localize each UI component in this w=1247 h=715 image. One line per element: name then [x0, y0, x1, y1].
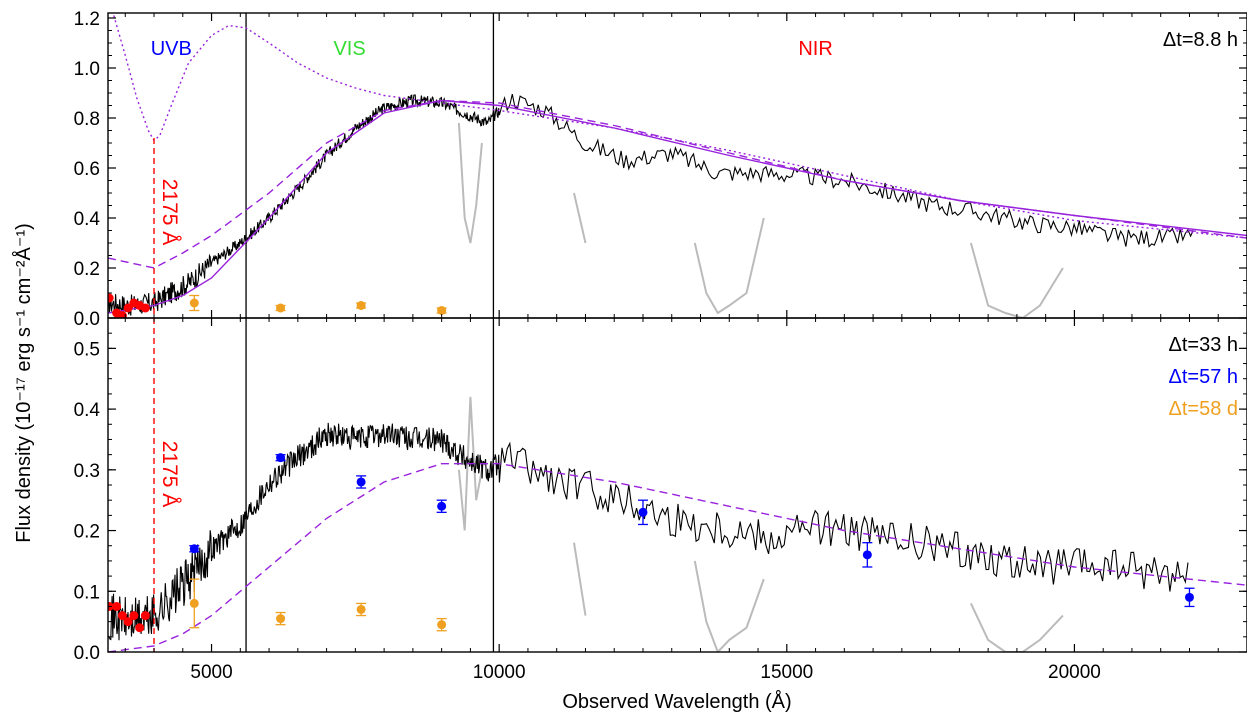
y-tick-label: 0.4 [74, 400, 101, 421]
uvb_points-point [140, 303, 150, 313]
top-panel: 2175 Å 0.0 0.2 0.4 0.6 0.8 1.0 1.2 UVB VIS NIR Δt=8… [74, 9, 1247, 330]
late_photometry-point [276, 614, 286, 624]
y-tick-label: 0.3 [74, 461, 100, 482]
late_photometry-point [437, 620, 447, 630]
model-curve-dashed [108, 463, 1247, 652]
model-curve-dashed [108, 99, 1247, 269]
x-tick-label: 10000 [473, 662, 526, 683]
arm-label: NIR [798, 38, 832, 60]
spectrum-line [108, 93, 1194, 316]
feature-2175-label: 2175 Å [158, 441, 181, 508]
y-tick-label: 0.0 [74, 643, 100, 664]
panel-frame [107, 12, 1247, 319]
y-tick-label: 0.6 [74, 159, 100, 180]
telluric-spectrum [457, 122, 1064, 318]
telluric-spectrum [457, 396, 1064, 652]
uvb_points-point [108, 293, 114, 303]
epoch2_photometry-point [638, 507, 648, 517]
legend-entry: Δt=58 d [1168, 398, 1238, 420]
epoch2_photometry-point [862, 550, 872, 560]
plot-area [108, 13, 1247, 318]
late_photometry-point [276, 303, 286, 313]
y-tick-label: 1.2 [74, 9, 100, 30]
late_photometry-point [356, 604, 366, 614]
x-tick-label: 15000 [760, 662, 813, 683]
late_photometry-point [189, 598, 199, 608]
y-axis-label: Flux density (10⁻¹⁷ erg s⁻¹ cm⁻²Å⁻¹) [12, 223, 35, 543]
uvb_points-point [140, 611, 150, 621]
arm-label: VIS [333, 38, 365, 60]
uvb_points-point [117, 311, 127, 318]
epoch2_photometry-point [189, 544, 199, 554]
y-tick-label: 0.2 [74, 259, 100, 280]
late_photometry-point [356, 301, 366, 310]
epoch2_photometry-point [1184, 592, 1194, 602]
x-tick-label: 20000 [1048, 662, 1101, 683]
uvb_points-point [117, 611, 127, 621]
y-tick-label: 0.1 [74, 582, 100, 603]
bottom-panel: 2175 Å 5000 10000 15000 20000 0.0 0.1 0.2 0.3 0.4… [74, 317, 1247, 683]
uvb_points-point [123, 617, 133, 627]
legend-entry: Δt=57 h [1168, 366, 1238, 388]
late_photometry-point [437, 306, 447, 315]
y-tick-label: 1.0 [74, 59, 100, 80]
y-tick-label: 0.0 [74, 309, 100, 330]
x-tick-label: 5000 [190, 662, 232, 683]
epoch2_photometry-point [276, 453, 286, 463]
uvb_points-point [135, 623, 145, 633]
y-tick-label: 0.5 [74, 339, 100, 360]
x-axis-label: Observed Wavelength (Å) [562, 690, 791, 713]
y-tick-label: 0.4 [74, 209, 101, 230]
model-curve-dotted [113, 15, 1247, 239]
spectrum-line [108, 422, 1189, 641]
uvb_points-point [112, 601, 122, 611]
epoch-label: Δt=8.8 h [1163, 29, 1238, 51]
feature-2175-label: 2175 Å [158, 179, 181, 246]
epoch2_photometry-point [356, 477, 366, 487]
legend-entry: Δt=33 h [1168, 334, 1238, 356]
arm-label: UVB [151, 38, 192, 60]
epoch2_photometry-point [437, 501, 447, 511]
plot-area [108, 318, 1247, 652]
panel-frame [107, 317, 1247, 653]
y-tick-label: 0.2 [74, 522, 100, 543]
uvb_points-point [129, 611, 139, 621]
model-curve-solid [108, 99, 1247, 314]
late_photometry-point [189, 298, 199, 308]
y-tick-label: 0.8 [74, 109, 100, 130]
